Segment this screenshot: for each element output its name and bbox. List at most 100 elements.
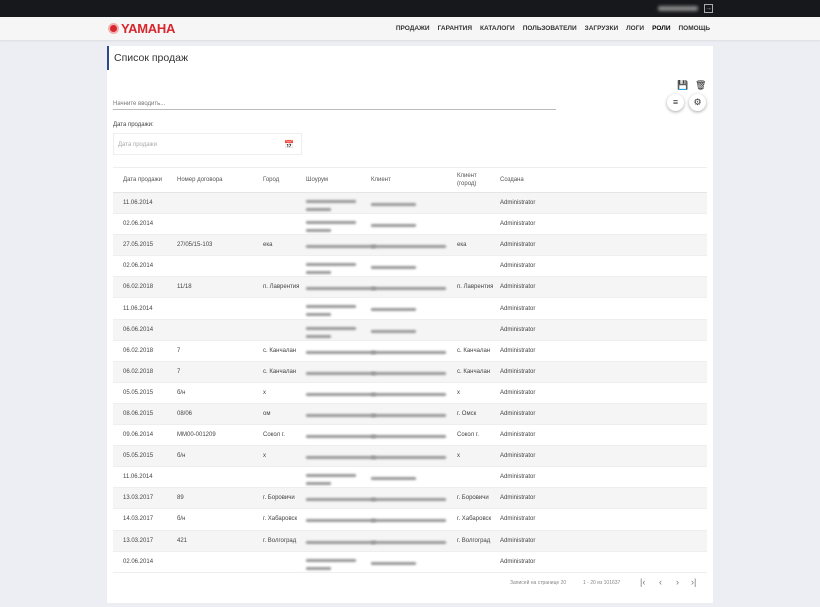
table-cell: Administrator [500,432,536,439]
table-cell: 11.06.2014 [123,305,153,312]
nav-item[interactable]: ЛОГИ [626,25,645,32]
redacted-text [306,474,356,478]
table-row[interactable]: 27.05.2015 27/05/15-103 ека ека Administrato… [113,235,707,257]
table-cell: ека [263,242,273,249]
tuning-fork-icon [108,23,119,34]
table-row[interactable]: 02.06.2014 Administrator [113,256,707,278]
column-header[interactable]: Клиент (город) [457,173,477,187]
table-cell: ека [457,242,467,249]
table-cell: Administrator [500,263,536,270]
logo-text: YAMAHA [121,21,176,36]
logout-icon[interactable]: → [704,4,713,13]
main-nav: ПРОДАЖИ ГАРАНТИЯ КАТАЛОГИ ПОЛЬЗОВАТЕЛИ ЗАГРУ… [396,25,710,32]
table-cell: б/н [177,389,186,396]
table-row[interactable]: 08.06.2015 08/06 ом г. Омск Administrator [113,403,707,426]
table-cell: 14.03.2017 [123,516,154,523]
table-cell: п. Лаврентия [457,284,494,291]
pagination: Записей на странице 20 1 - 20 из 101637 … [113,576,707,592]
column-header[interactable]: Клиент [371,177,391,183]
nav-item[interactable]: КАТАЛОГИ [480,25,515,32]
date-input[interactable]: Дата продажи 📅 [113,133,302,155]
redacted-text [306,221,356,225]
redacted-text [306,245,376,249]
calendar-icon[interactable]: 📅 [284,140,294,149]
table-cell: г. Хабаровск [457,516,492,523]
table-cell: 02.06.2014 [123,558,154,565]
table-row[interactable]: 13.03.2017 421 г. Волгоград г. Волгоград Adm… [113,530,707,552]
table-cell: х [263,389,266,396]
prev-page-icon[interactable]: ‹ [659,577,662,587]
column-header[interactable]: Город [263,177,280,183]
columns-menu-button[interactable]: ≡ [667,94,684,111]
table-row[interactable]: 11.06.2014 Administrator [113,298,707,320]
redacted-text [371,371,446,375]
redacted-text [306,287,376,291]
last-page-icon[interactable]: ›| [691,577,697,587]
table-row[interactable]: 06.02.2018 11/18 п. Лаврентия п. Лаврентия A… [113,277,707,299]
table-row[interactable]: 11.06.2014 Administrator [113,193,707,215]
table-cell: Administrator [500,242,536,249]
top-bar: → [0,0,820,17]
table-cell: 27.05.2015 [123,242,154,249]
nav-item[interactable]: ПОМОЩЬ [678,25,711,32]
redacted-text [306,271,331,275]
redacted-text [371,477,416,481]
nav-item[interactable]: ПОЛЬЗОВАТЕЛИ [522,25,577,32]
nav-item[interactable]: ГАРАНТИЯ [437,25,473,32]
settings-button[interactable]: ⚙ [689,94,706,111]
redacted-text [306,313,331,317]
redacted-text [306,229,331,233]
column-header[interactable]: Шоурум [306,177,329,183]
column-header[interactable]: Дата продажи [123,177,162,183]
yamaha-logo[interactable]: YAMAHA [108,21,175,36]
table-cell: Administrator [500,200,536,207]
column-header[interactable]: Создана [500,177,524,183]
save-icon[interactable]: 💾 [677,80,689,90]
table-cell: 05.05.2015 [123,389,154,396]
table-cell: Administrator [500,221,536,228]
table-cell: 02.06.2014 [123,221,154,228]
redacted-text [371,350,446,354]
redacted-text [371,498,446,502]
table-cell: х [263,453,266,460]
redacted-text [371,287,446,291]
table-cell: с. Канчалан [263,368,297,375]
table-cell: г. Волгоград [457,537,491,544]
table-row[interactable]: 13.03.2017 89 г. Боровичи г. Боровичи Admini… [113,488,707,510]
per-page[interactable]: Записей на странице 20 [510,580,567,586]
table-cell: п. Лаврентия [263,284,300,291]
nav-item[interactable]: ЗАГРУЗКИ [584,25,619,32]
table-cell: 05.05.2015 [123,453,154,460]
table-row[interactable]: 02.06.2014 Administrator [113,214,707,236]
table-row[interactable]: 05.05.2015 б/н х х Administrator [113,383,707,404]
table-cell: Administrator [500,284,536,291]
search-input[interactable]: Начните вводить... [113,98,556,110]
table-row[interactable]: 06.02.2018 7 с. Канчалан с. Канчалан Adminis… [113,361,707,383]
nav-item[interactable]: РОЛИ [652,25,671,32]
table-cell: 06.02.2018 [123,284,154,291]
table-cell: Administrator [500,453,536,460]
table-row[interactable]: 05.05.2015 б/н х х Administrator [113,446,707,468]
page-range: 1 - 20 из 101637 [583,580,621,586]
trash-icon[interactable]: 🗑 [695,80,707,90]
redacted-text [371,519,446,523]
table-row[interactable]: 11.06.2014 Administrator [113,467,707,489]
table-row[interactable]: 06.06.2014 Administrator [113,319,707,341]
table-cell: ММ00-001209 [177,432,216,439]
table-cell: 06.02.2018 [123,368,154,375]
redacted-text [306,413,376,417]
redacted-text [306,482,331,486]
next-page-icon[interactable]: › [676,577,679,587]
table-cell: 09.06.2014 [123,432,154,439]
nav-item[interactable]: ПРОДАЖИ [395,25,430,32]
table-cell: с. Канчалан [457,347,491,354]
table-cell: 08/06 [177,410,193,417]
column-header[interactable]: Номер договора [177,177,223,183]
table-row[interactable]: 14.03.2017 б/н г. Хабаровск г. Хабаровск Adm… [113,509,707,531]
redacted-text [371,224,416,228]
redacted-text [306,498,376,502]
first-page-icon[interactable]: |‹ [640,577,646,587]
table-row[interactable]: 09.06.2014 ММ00-001209 Сокол г. Сокол г. Adm… [113,425,707,447]
table-row[interactable]: 06.02.2018 7 с. Канчалан с. Канчалан Adminis… [113,341,707,362]
table-row[interactable]: 02.06.2014 Administrator [113,552,707,573]
